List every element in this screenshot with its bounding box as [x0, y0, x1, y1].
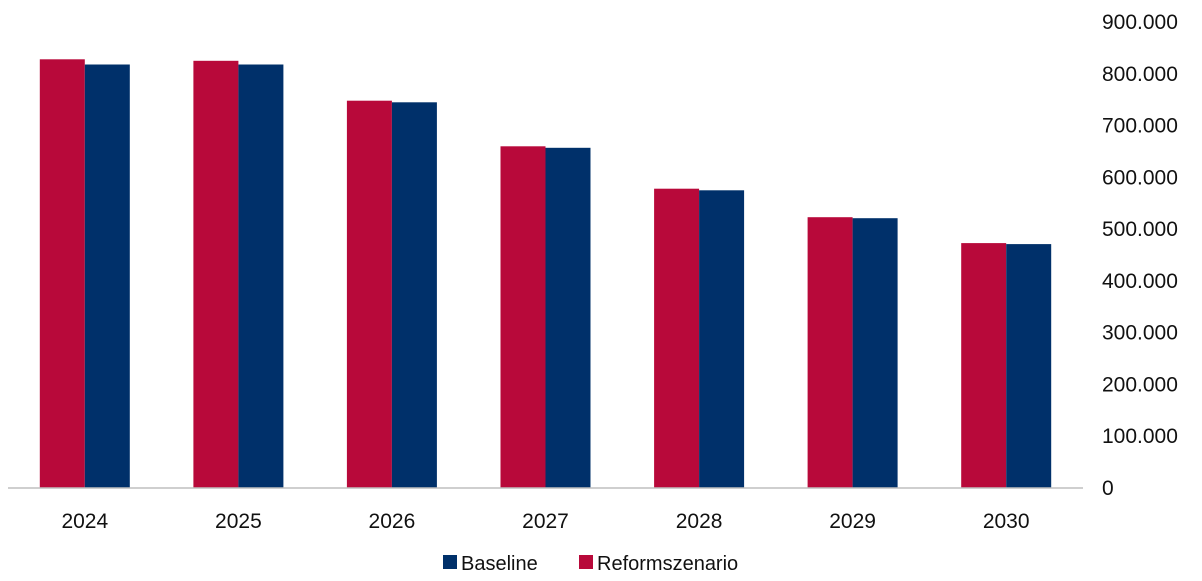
x-tick-label: 2028 [676, 510, 723, 533]
bars-layer [39, 59, 1052, 489]
bar-baseline-2030 [1006, 244, 1052, 488]
bar-reformszenario-2024 [39, 59, 85, 489]
x-tick-label: 2029 [829, 510, 876, 533]
bar-baseline-2024 [84, 64, 130, 488]
bar-baseline-2028 [699, 190, 745, 489]
x-tick-label: 2025 [215, 510, 262, 533]
bar-reformszenario-2025 [193, 60, 239, 489]
bar-reformszenario-2027 [500, 146, 546, 489]
y-tick-label: 200.000 [1102, 373, 1178, 396]
y-tick-label: 800.000 [1102, 63, 1178, 86]
y-tick-label: 0 [1102, 477, 1114, 500]
x-tick-label: 2027 [522, 510, 569, 533]
y-tick-label: 700.000 [1102, 115, 1178, 138]
bar-reformszenario-2029 [807, 217, 853, 488]
bar-baseline-2026 [391, 102, 437, 489]
x-tick-label: 2024 [61, 510, 108, 533]
y-tick-label: 500.000 [1102, 218, 1178, 241]
legend-label-baseline: Baseline [461, 553, 538, 575]
y-tick-label: 100.000 [1102, 425, 1178, 448]
bar-baseline-2025 [238, 64, 284, 488]
y-tick-label: 900.000 [1102, 11, 1178, 34]
bar-reformszenario-2026 [346, 100, 392, 488]
bar-baseline-2029 [852, 218, 898, 488]
legend: Baseline Reformszenario [443, 553, 738, 575]
x-tick-label: 2030 [983, 510, 1030, 533]
x-axis-labels: 2024 2025 2026 2027 2028 2029 2030 [61, 510, 1029, 533]
y-tick-label: 300.000 [1102, 322, 1178, 345]
y-tick-label: 400.000 [1102, 270, 1178, 293]
y-axis-ticks: 0 100.000 200.000 300.000 400.000 500.000 600.… [1102, 11, 1178, 500]
legend-label-reformszenario: Reformszenario [597, 553, 738, 575]
bar-reformszenario-2030 [961, 243, 1007, 488]
legend-swatch-baseline [443, 555, 457, 569]
y-tick-label: 600.000 [1102, 166, 1178, 189]
legend-swatch-reformszenario [579, 555, 593, 569]
bar-reformszenario-2028 [654, 188, 700, 488]
x-tick-label: 2026 [369, 510, 416, 533]
bar-baseline-2027 [545, 147, 591, 489]
